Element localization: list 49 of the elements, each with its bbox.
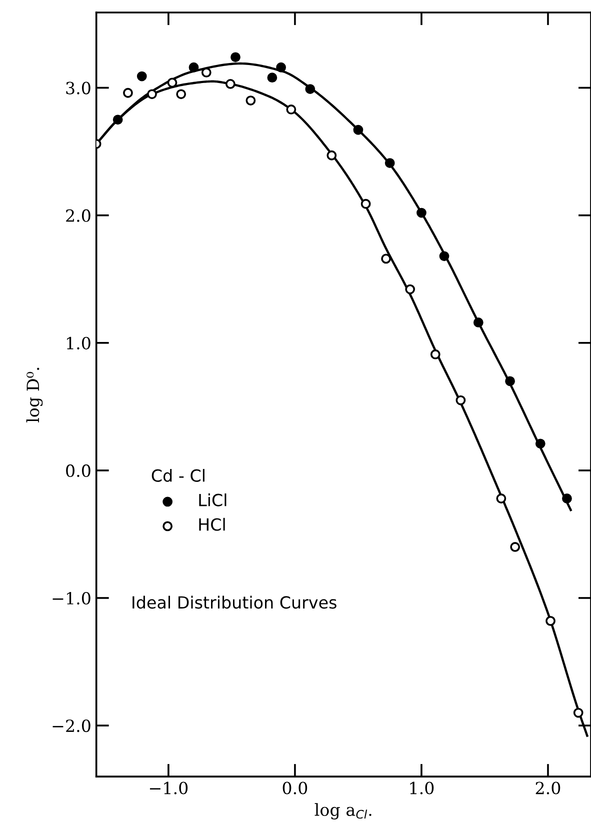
point	[456, 395, 466, 406]
y-tick-label: 0.0	[66, 464, 90, 477]
point	[562, 494, 572, 504]
y-axis-title: log D⁰.	[26, 368, 43, 422]
point	[286, 104, 296, 114]
point	[230, 52, 240, 62]
point	[573, 708, 584, 718]
x-tick-label: 1.0	[410, 782, 434, 794]
x-axis-title: log a$_{Cl}$.	[314, 803, 372, 820]
point	[496, 494, 506, 504]
point	[188, 62, 199, 72]
point	[326, 150, 337, 160]
point	[473, 318, 484, 328]
point	[201, 68, 212, 78]
point	[276, 62, 286, 72]
y-tick-label: −2.0	[52, 719, 90, 732]
x-tick-label: 2.0	[536, 782, 560, 794]
point	[267, 72, 278, 83]
legend-label: HCl	[199, 518, 225, 531]
legend-label: LiCl	[199, 493, 226, 506]
legend-title: Cd - Cl	[152, 468, 204, 482]
point	[381, 254, 392, 264]
x-tick-label: −1.0	[150, 782, 188, 794]
point	[136, 71, 147, 82]
point	[510, 542, 520, 552]
point	[416, 208, 426, 218]
point	[246, 96, 256, 106]
y-tick-label: 2.0	[66, 209, 90, 222]
y-tick-label: −1.0	[52, 592, 90, 605]
point	[305, 84, 316, 94]
x-tick-label: 0.0	[282, 782, 308, 794]
point	[384, 158, 395, 168]
point	[546, 616, 556, 626]
y-tick-label: 1.0	[67, 336, 90, 350]
point	[505, 376, 515, 386]
point	[123, 88, 133, 98]
annotation: Ideal Distribution Curves	[132, 596, 336, 609]
point	[360, 198, 371, 209]
point	[112, 114, 123, 125]
point	[353, 124, 364, 135]
point	[147, 89, 157, 100]
point	[167, 78, 178, 88]
point	[430, 349, 440, 360]
y-tick-label: 3.0	[66, 82, 90, 94]
point	[225, 79, 236, 89]
point	[535, 438, 546, 449]
point	[176, 89, 186, 100]
point	[405, 284, 416, 294]
point	[439, 251, 450, 262]
